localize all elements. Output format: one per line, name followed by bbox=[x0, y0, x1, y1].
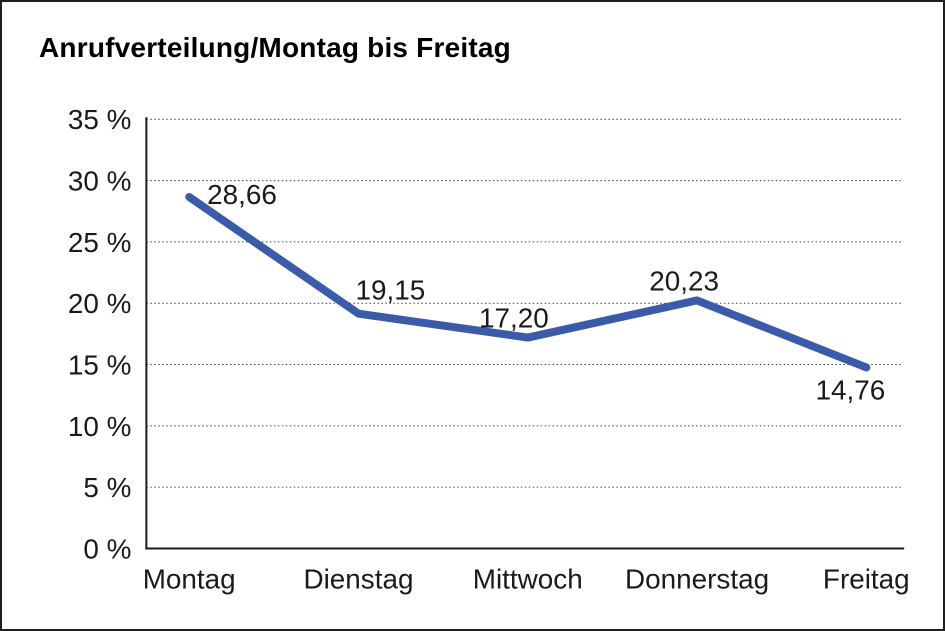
y-axis-label: 5 % bbox=[83, 472, 131, 503]
y-axis-label: 20 % bbox=[68, 288, 132, 319]
chart-title: Anrufverteilung/Montag bis Freitag bbox=[39, 32, 511, 63]
x-axis-label: Montag bbox=[143, 563, 236, 594]
y-axis-label: 35 % bbox=[68, 104, 132, 135]
x-axis-label: Donnerstag bbox=[625, 563, 769, 594]
data-label: 20,23 bbox=[649, 265, 719, 296]
x-axis-label: Freitag bbox=[823, 563, 910, 594]
y-axis-label: 15 % bbox=[68, 350, 132, 381]
data-label: 28,66 bbox=[207, 179, 277, 210]
data-label: 19,15 bbox=[355, 275, 425, 306]
y-axis-label: 10 % bbox=[68, 411, 132, 442]
y-axis-label: 0 % bbox=[83, 533, 131, 564]
y-axis-label: 25 % bbox=[68, 227, 132, 258]
series-line bbox=[185, 193, 871, 372]
data-label: 17,20 bbox=[479, 303, 549, 334]
y-axis-label: 30 % bbox=[68, 166, 132, 197]
data-label: 14,76 bbox=[816, 374, 886, 405]
x-axis-label: Dienstag bbox=[303, 563, 413, 594]
x-axis-label: Mittwoch bbox=[473, 563, 583, 594]
